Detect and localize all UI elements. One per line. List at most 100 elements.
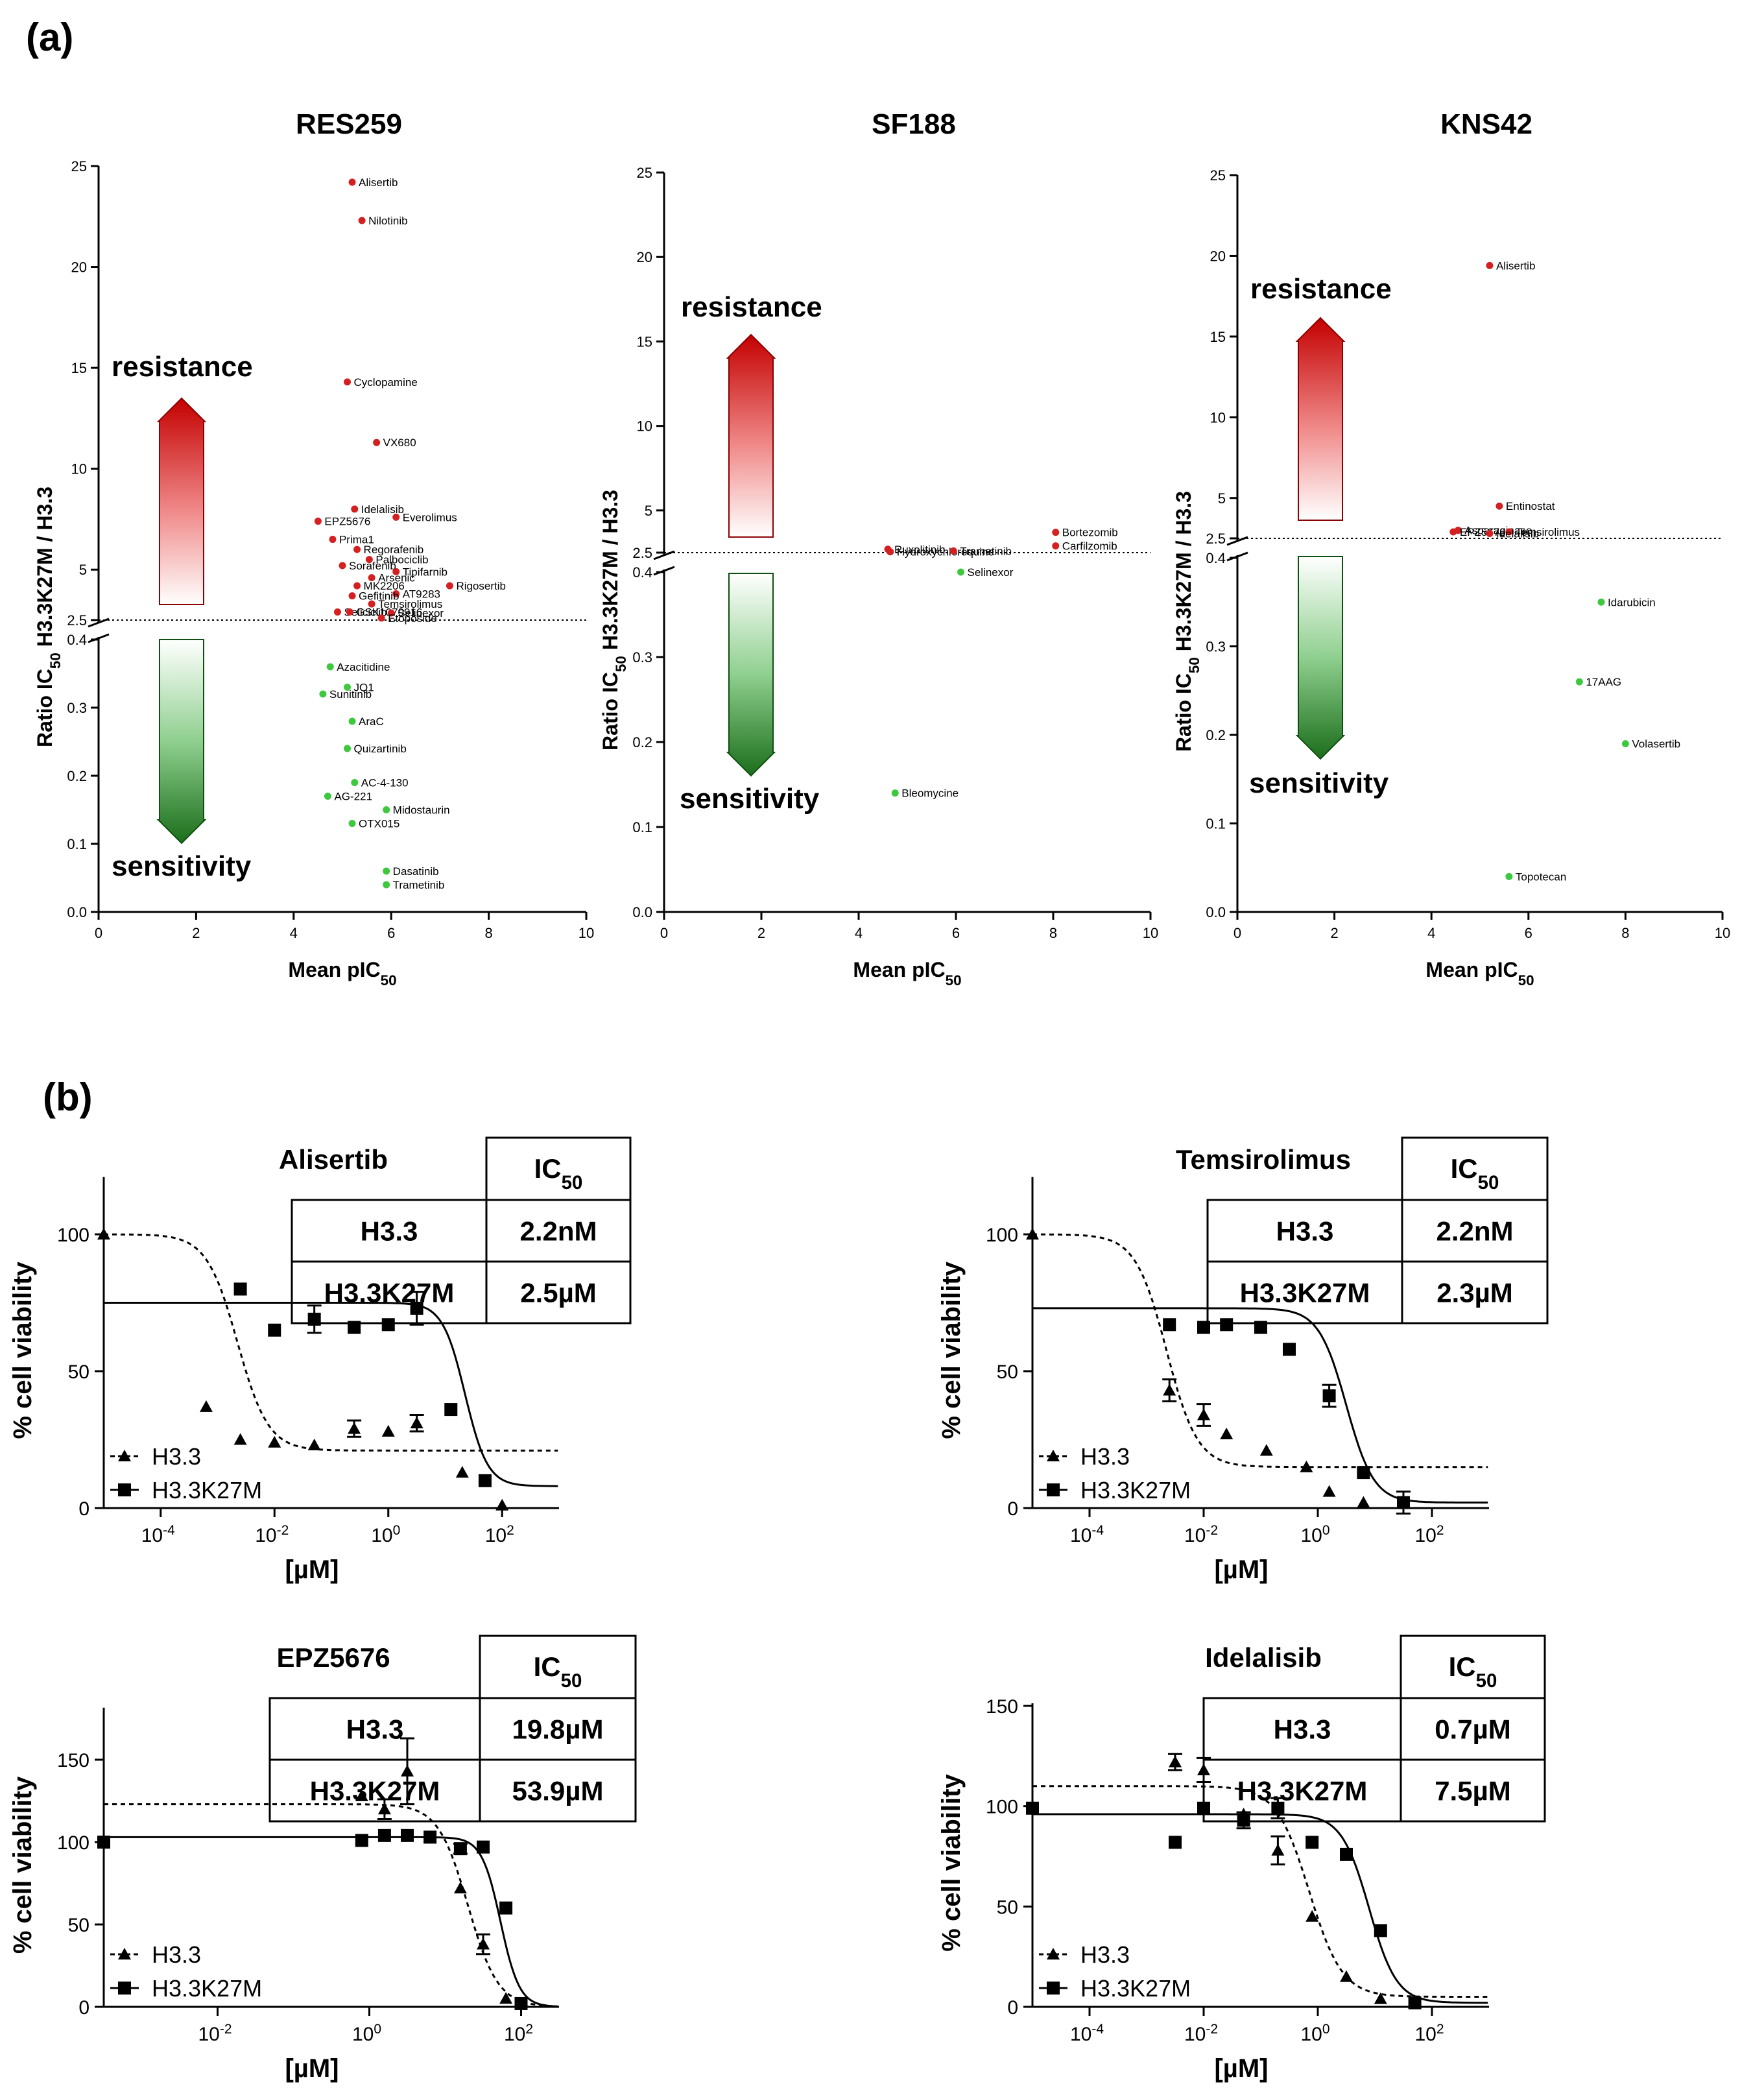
x-tick-label: 2 xyxy=(192,925,200,941)
y-tick-label: 0.3 xyxy=(67,700,87,716)
y-tick-label: 15 xyxy=(637,333,652,350)
x-tick-label: 2 xyxy=(757,925,765,941)
resistance-label: resistance xyxy=(1250,273,1392,305)
data-point xyxy=(401,1828,414,1842)
y-tick-label: 150 xyxy=(986,1696,1018,1718)
point-label-temsirolimus: Temsirolimus xyxy=(378,598,442,610)
resistance-arrow xyxy=(156,397,207,605)
data-point xyxy=(1271,1801,1285,1815)
point-label-seliciclib: Seliciclib xyxy=(344,606,387,619)
point-palbociclib xyxy=(365,556,373,564)
data-point xyxy=(1163,1318,1176,1332)
point-label-selinexor: Selinexor xyxy=(398,607,444,619)
data-point xyxy=(1220,1318,1234,1332)
legend-item-h3-3: H3.3 xyxy=(110,1443,201,1470)
point-azacitidine xyxy=(326,663,334,671)
chart-title: Temsirolimus xyxy=(1176,1144,1351,1175)
point-label-gefitinib: Gefitinib xyxy=(359,590,399,603)
sensitivity-label: sensitivity xyxy=(112,850,252,882)
legend-item-h3-3: H3.3 xyxy=(110,1941,201,1968)
ic50-value: 2.2nM xyxy=(519,1216,597,1247)
ic50-row-label: H3.3 xyxy=(1274,1714,1331,1745)
x-tick-label: 8 xyxy=(1621,925,1629,941)
chart-title: Idelalisib xyxy=(1205,1642,1322,1673)
y-tick-label: 100 xyxy=(986,1797,1018,1818)
point-label-nilotinib: Nilotinib xyxy=(368,215,407,227)
y-tick-label: 0 xyxy=(1007,1498,1018,1520)
y-axis-title: Ratio IC50 H3.3K27M / H3.3 xyxy=(33,486,64,747)
point-otx015 xyxy=(348,820,356,827)
data-point xyxy=(1026,1228,1039,1240)
ic50-value: 7.5µM xyxy=(1435,1776,1511,1806)
fit-curve xyxy=(104,1233,558,1452)
data-point xyxy=(268,1323,281,1337)
y-tick-label: 10 xyxy=(1210,409,1226,425)
data-point xyxy=(97,1836,110,1849)
point-label-sunitinib: Sunitinib xyxy=(329,688,372,701)
point-label-tipifarnib: Tipifarnib xyxy=(403,566,447,578)
point-etoposide xyxy=(377,614,385,622)
legend-label: H3.3K27M xyxy=(152,1975,262,2002)
point-quizartinib xyxy=(344,745,352,752)
legend-label: H3.3 xyxy=(152,1443,201,1470)
point-label-idelalisib: Idelalisib xyxy=(361,503,404,516)
y-tick-label: 25 xyxy=(71,158,87,174)
fit-curve xyxy=(1032,1233,1488,1468)
legend-marker xyxy=(1047,1450,1060,1461)
y-tick-label: 0 xyxy=(78,1997,89,2019)
x-tick-label: 10 xyxy=(1715,925,1730,941)
legend-item-h3-3k27m: H3.3K27M xyxy=(1039,1975,1191,2002)
x-tick-label: 10-2 xyxy=(255,1523,289,1547)
point-dasatinib xyxy=(383,867,390,875)
x-axis-title: [µM] xyxy=(285,2054,339,2083)
y-tick-label: 0 xyxy=(1007,1997,1018,2019)
point-idelalisib xyxy=(351,505,359,513)
y-tick-label: 0.1 xyxy=(632,819,652,835)
legend-marker xyxy=(118,1982,131,1995)
sensitivity-arrow xyxy=(1295,556,1346,760)
data-point xyxy=(1322,1485,1336,1497)
y-tick-label: 10 xyxy=(71,461,87,477)
point-label-asparaginase: Asparaginase xyxy=(1464,525,1532,537)
resistance-arrow xyxy=(726,333,776,538)
y-tick-label: 0 xyxy=(78,1498,89,1520)
y-tick-label: 0.3 xyxy=(1206,639,1226,655)
point-selinexor xyxy=(387,609,395,617)
point-sorafenib xyxy=(339,562,346,569)
legend-label: H3.3K27M xyxy=(1080,1477,1191,1504)
x-tick-label: 100 xyxy=(352,2022,381,2046)
x-tick-label: 10 xyxy=(1143,925,1158,941)
axis-break-mark xyxy=(88,633,110,643)
y-tick-label: 5 xyxy=(645,503,652,519)
ic50-value: 2.5µM xyxy=(520,1278,597,1308)
x-tick-label: 8 xyxy=(1049,925,1057,941)
data-point xyxy=(1163,1384,1176,1396)
x-tick-label: 4 xyxy=(855,925,863,941)
y-axis-title: % cell viability xyxy=(937,1774,966,1952)
data-point xyxy=(1169,1836,1182,1849)
data-point xyxy=(233,1282,247,1296)
legend-marker xyxy=(1047,1483,1060,1496)
x-tick-label: 0 xyxy=(95,925,102,941)
x-tick-label: 2 xyxy=(1330,925,1338,941)
y-tick-label: 0.3 xyxy=(632,649,652,665)
y-tick-label: 20 xyxy=(71,259,87,276)
point-label-arac: AraC xyxy=(359,715,384,728)
point-everolimus xyxy=(392,513,400,521)
point-label-midostaurin: Midostaurin xyxy=(393,804,450,817)
legend-marker xyxy=(1047,1982,1060,1995)
y-tick-label: 2.5 xyxy=(1206,531,1226,547)
ic50-row-label: H3.3K27M xyxy=(1240,1278,1370,1308)
data-point xyxy=(514,1996,528,2010)
data-point xyxy=(1340,1970,1353,1982)
ic50-value: 19.8µM xyxy=(512,1714,604,1745)
y-axis-title: % cell viability xyxy=(8,1261,37,1439)
data-point xyxy=(453,1842,467,1856)
point-label-epz5676: EPZ5676 xyxy=(324,516,370,528)
point-at9283 xyxy=(392,590,400,598)
point-midostaurin xyxy=(383,806,390,813)
point-label-ruxolitinib: Ruxolitinib xyxy=(894,544,945,556)
legend-item-h3-3: H3.3 xyxy=(1039,1941,1130,1968)
fit-curve xyxy=(1032,1813,1488,2004)
